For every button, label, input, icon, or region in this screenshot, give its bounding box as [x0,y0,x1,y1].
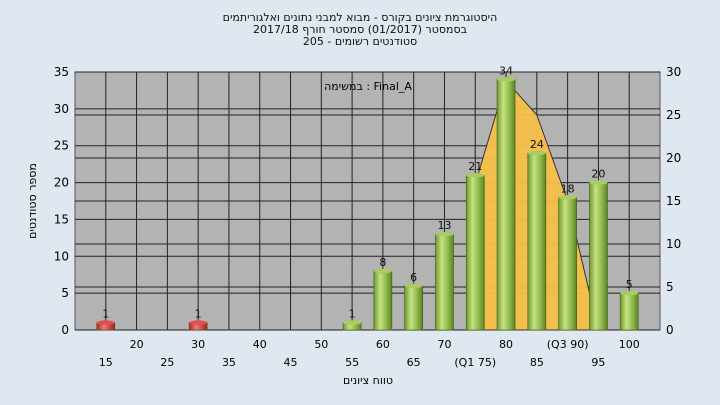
bar-top [466,173,485,178]
x-tick-label: 95 [591,356,605,369]
bar [435,233,454,331]
bar-top [343,320,362,325]
chart-title-line-3: סטודנטים רשומים - 205 [302,35,418,48]
bar-value-label: 34 [499,64,513,77]
x-tick-label: 100 [619,338,640,351]
y2-tick-label: 5 [666,280,674,294]
x-tick-label: 60 [376,338,390,351]
bar-top [189,320,208,325]
x-tick-label: (Q3 90) [547,338,589,351]
y2-tick-label: 20 [666,151,681,165]
x-tick-label: 50 [314,338,328,351]
bar-value-label: 6 [410,271,417,284]
chart-annotation: במשימה : Final_A [324,80,412,93]
y2-tick-label: 0 [666,323,674,337]
bar-value-label: 20 [591,168,605,181]
y-tick-label: 0 [61,323,69,337]
bar-value-label: 24 [530,138,544,151]
bar [527,152,547,331]
y-tick-label: 35 [54,65,69,79]
bar-top [373,268,392,274]
x-tick-label: (Q1 75) [454,356,496,369]
bar-top [620,290,639,296]
x-tick-label: 45 [284,356,298,369]
bar-value-label: 21 [468,160,482,173]
y-tick-label: 30 [54,102,69,116]
bar [373,270,393,331]
bar-value-label: 8 [379,256,386,269]
y-tick-label: 25 [54,139,69,153]
y-tick-label: 15 [54,212,69,226]
bar-top [435,231,454,237]
x-tick-label: 70 [437,338,451,351]
bar-value-label: 18 [561,182,575,195]
bar-value-label: 5 [626,278,633,291]
y-tick-label: 20 [54,176,69,190]
y2-tick-label: 30 [666,65,681,79]
chart-title-line-2: בסמסטר (01/2017) סמסטר חורף 2017/18 [253,23,467,36]
bar-value-label: 1 [102,308,109,321]
x-tick-label: 55 [345,356,359,369]
y-tick-label: 10 [54,249,69,263]
x-tick-label: 30 [191,338,205,351]
bar-top [589,180,608,185]
x-tick-label: 65 [407,356,421,369]
x-tick-label: 35 [222,356,236,369]
y-axis-right: 0 5 10 15 20 25 30 [666,65,681,337]
x-tick-label: 25 [160,356,174,369]
x-axis-label: טווח ציונים [343,374,393,387]
x-tick-label: 20 [130,338,144,351]
bar-top [558,195,577,200]
bar-top [96,320,115,325]
x-axis: 15 20 25 30 35 40 45 50 55 60 65 70(Q1 75)80 85(Q3 9… [99,338,640,369]
y2-tick-label: 15 [666,194,681,208]
bar [465,174,485,331]
y-axis-label: מספר סטודנטים [26,163,39,239]
x-tick-label: 80 [499,338,513,351]
x-tick-label: 85 [530,356,544,369]
bar-top [404,283,423,288]
y-tick-label: 5 [61,286,69,300]
bar [589,182,608,331]
y2-tick-label: 10 [666,237,681,251]
bar-top [527,150,546,156]
bar [558,197,577,331]
chart-title-line-1: היסטוגרמת ציונים בקורס - מבוא למבני נתונ… [222,11,498,24]
bar-top [497,77,516,82]
x-tick-label: 40 [253,338,267,351]
y-axis-left: 0 5 10 15 20 25 30 35 [54,65,69,337]
bar-value-label: 1 [195,308,202,321]
bar-value-label: 1 [349,308,356,321]
y2-tick-label: 25 [666,108,681,122]
x-tick-label: 15 [99,356,113,369]
bar [496,79,516,331]
bar-value-label: 13 [437,219,451,232]
bar [619,292,639,331]
bar [404,285,423,331]
